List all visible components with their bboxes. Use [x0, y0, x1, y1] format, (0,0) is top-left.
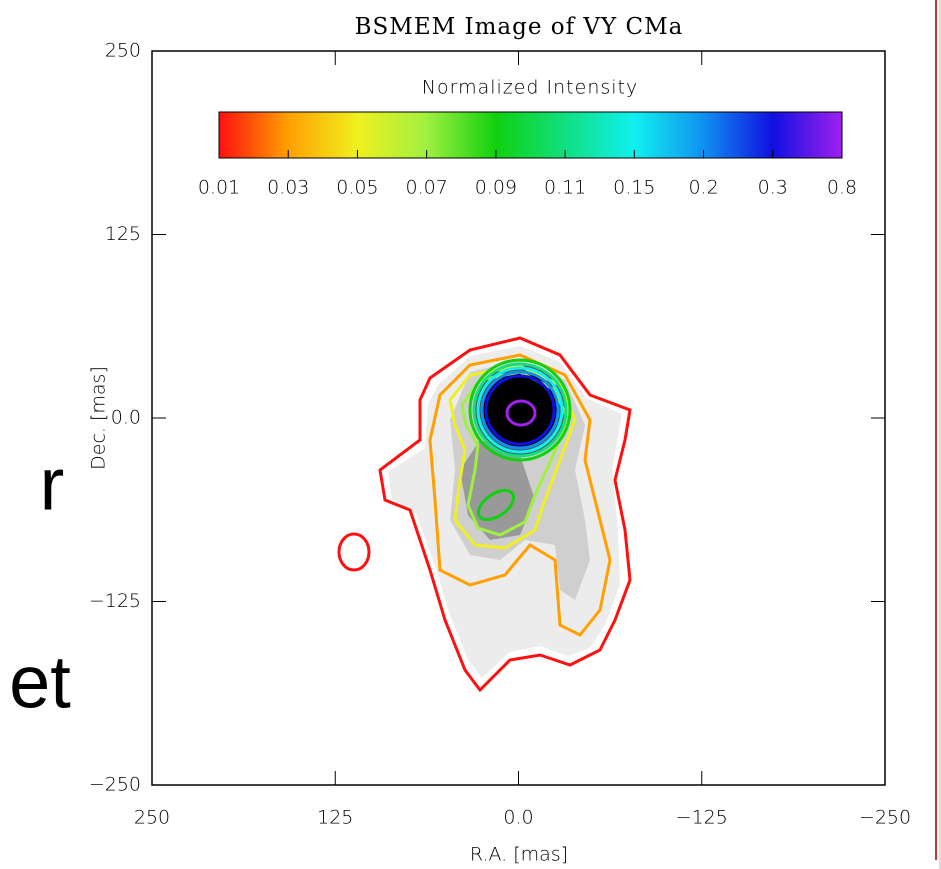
x-tick-label: −250: [859, 807, 911, 829]
colorbar: [219, 112, 842, 158]
colorbar-tick-label: 0.05: [336, 177, 378, 199]
colorbar-tick-label: 0.01: [198, 177, 240, 199]
colorbar-tick-label: 0.07: [406, 177, 448, 199]
colorbar-title: Normalized Intensity: [422, 77, 639, 99]
contour: [339, 534, 369, 570]
background-text: et: [9, 641, 71, 724]
colorbar-tick-label: 0.11: [544, 177, 586, 199]
colorbar-tick-label: 0.3: [758, 177, 788, 199]
x-tick-label: −125: [676, 807, 728, 829]
x-tick-label: 0.0: [503, 807, 533, 829]
y-tick-label: 250: [105, 40, 141, 62]
colorbar-tick-label: 0.03: [267, 177, 309, 199]
y-tick-label: 0.0: [111, 407, 141, 429]
colorbar-tick-label: 0.09: [475, 177, 517, 199]
background-text: r: [40, 443, 65, 526]
chart-title: BSMEM Image of VY CMa: [355, 14, 684, 40]
colorbar-tick-label: 0.15: [613, 177, 655, 199]
x-tick-label: 125: [317, 807, 353, 829]
y-tick-label: −125: [89, 590, 141, 612]
x-axis-label: R.A. [mas]: [470, 844, 568, 866]
colorbar-tick-label: 0.2: [688, 177, 718, 199]
y-tick-label: 125: [105, 223, 141, 245]
colorbar-tick-label: 0.8: [827, 177, 857, 199]
y-tick-label: −250: [89, 774, 141, 796]
y-axis-label: Dec. [mas]: [88, 366, 110, 470]
chart: r et BSMEM Image of VY CMa Normalized In…: [0, 0, 941, 869]
x-tick-label: 250: [134, 807, 170, 829]
